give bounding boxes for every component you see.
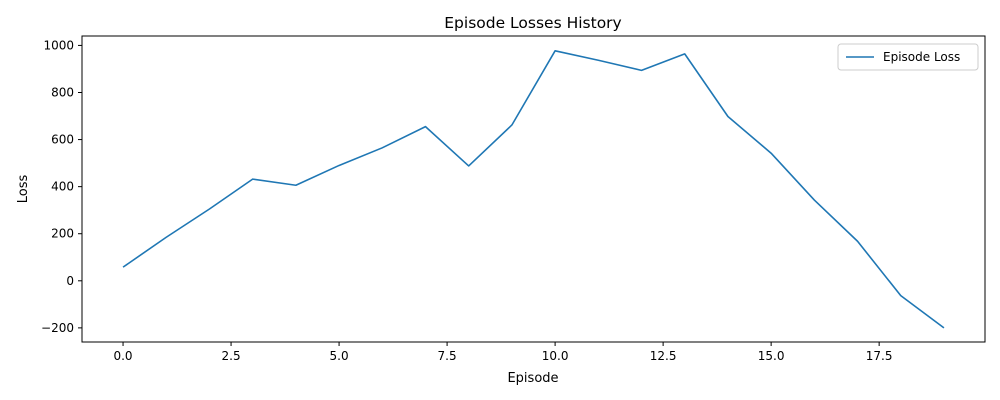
y-tick-label: 1000 <box>43 38 74 52</box>
legend-box <box>837 43 979 71</box>
series-line-episode-loss <box>122 50 945 329</box>
plot-frame <box>81 35 986 343</box>
y-tick-label: 600 <box>51 133 74 147</box>
x-tick-label: 12.5 <box>650 349 677 363</box>
x-tick-label: 5.0 <box>330 349 349 363</box>
chart-title: Episode Losses History <box>444 14 621 32</box>
x-tick-label: 0.0 <box>113 349 132 363</box>
x-tick-label: 7.5 <box>438 349 457 363</box>
y-tick-label: 800 <box>51 85 74 99</box>
x-tick-label: 10.0 <box>542 349 569 363</box>
x-tick-label: 17.5 <box>866 349 893 363</box>
y-tick-label: 200 <box>51 227 74 241</box>
x-tick-label: 2.5 <box>222 349 241 363</box>
legend: Episode Loss <box>837 43 979 71</box>
x-axis: 0.0 2.5 5.0 7.5 10.0 12.5 15.0 17.5 <box>113 342 893 363</box>
y-tick-label: 0 <box>66 274 74 288</box>
y-tick-label: 400 <box>51 180 74 194</box>
plot-series <box>122 50 945 329</box>
y-tick-label: −200 <box>41 321 74 335</box>
y-axis: −200 0 200 400 600 800 1000 <box>41 38 82 335</box>
x-tick-label: 15.0 <box>758 349 785 363</box>
legend-label-episode-loss: Episode Loss <box>883 50 960 64</box>
x-axis-label: Episode <box>507 371 558 386</box>
y-axis-label: Loss <box>16 175 31 204</box>
